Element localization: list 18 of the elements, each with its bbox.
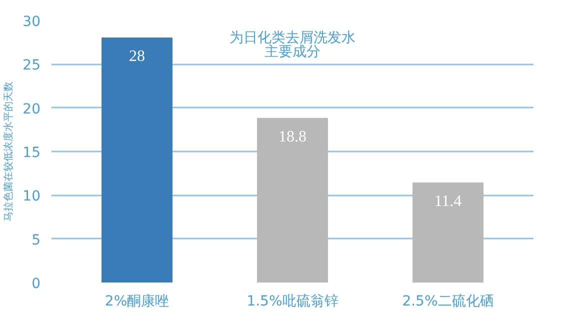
y-tick-label: 20 <box>22 101 41 118</box>
data-label: 18.8 <box>278 128 306 146</box>
data-label: 28 <box>129 48 146 65</box>
y-tick-label: 0 <box>32 276 41 292</box>
y-tick-label: 5 <box>32 232 41 248</box>
y-axis-title: 马拉色菌在较低浓度水平的天数 <box>2 82 15 222</box>
bar <box>102 37 172 282</box>
x-tick-label: 2%酮康唑 <box>104 294 170 310</box>
x-tick-label: 2.5%二硫化硒 <box>402 294 494 310</box>
y-tick-label: 25 <box>22 58 41 74</box>
x-tick-label: 1.5%吡硫翁锌 <box>246 294 338 310</box>
bar <box>412 182 484 282</box>
y-tick-label: 30 <box>22 14 41 30</box>
annotation: 主要成分 <box>264 44 320 60</box>
y-tick-label: 15 <box>22 145 41 161</box>
y-tick-label: 10 <box>22 188 41 205</box>
bar <box>257 118 328 282</box>
data-label: 11.4 <box>434 192 462 210</box>
